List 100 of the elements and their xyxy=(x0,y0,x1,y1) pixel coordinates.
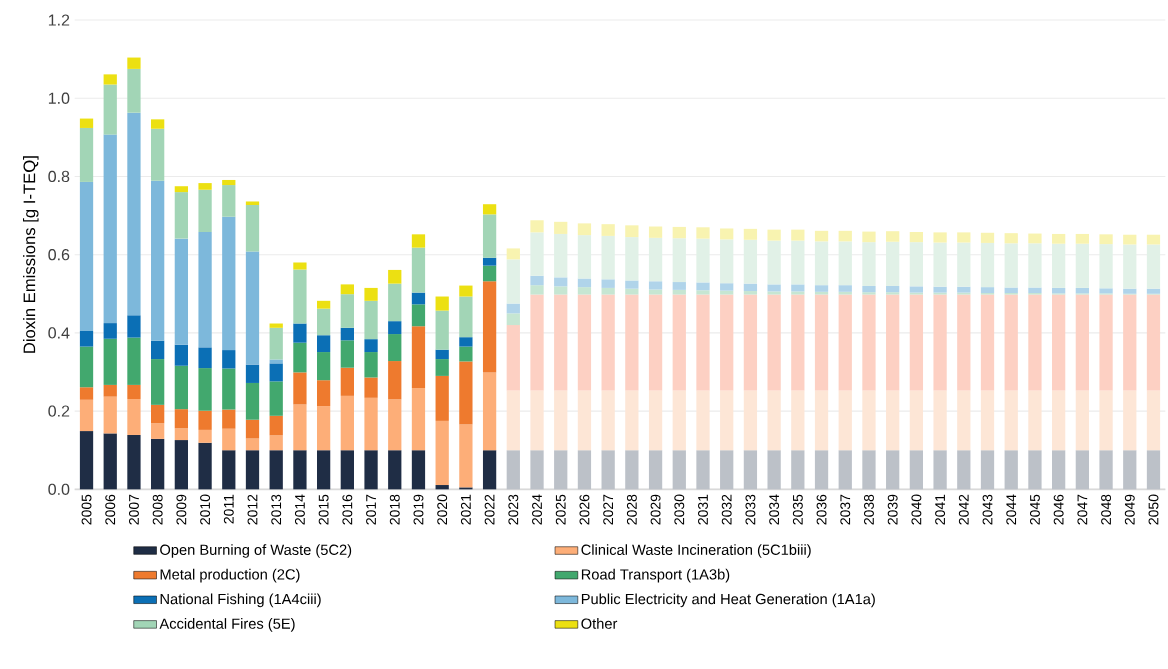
bar xyxy=(293,262,307,270)
bar xyxy=(1123,244,1137,289)
bar xyxy=(411,450,426,490)
bar xyxy=(151,404,165,424)
bar xyxy=(151,423,165,439)
bar xyxy=(625,390,639,451)
bar xyxy=(791,240,805,285)
bar xyxy=(1099,390,1113,451)
bar xyxy=(198,189,212,232)
bar xyxy=(316,380,331,407)
bar xyxy=(743,450,758,490)
x-tick-label: 2017 xyxy=(366,494,377,525)
x-tick-label: 2050 xyxy=(1148,494,1159,525)
bar xyxy=(720,390,734,451)
bar xyxy=(886,241,900,286)
x-tick-label: 2025 xyxy=(555,494,566,525)
bar xyxy=(364,339,378,353)
bar xyxy=(151,359,165,405)
bar xyxy=(791,284,805,292)
bar xyxy=(340,294,354,328)
bar xyxy=(388,321,402,335)
x-tick-label: 2011 xyxy=(223,494,234,524)
bar xyxy=(79,399,94,432)
bar xyxy=(103,323,117,339)
bar xyxy=(814,285,829,292)
bar xyxy=(838,230,852,242)
bar xyxy=(1123,294,1137,391)
bar xyxy=(459,296,473,338)
bar xyxy=(625,450,639,490)
bar xyxy=(79,127,94,182)
x-tick-label: 2015 xyxy=(318,494,329,525)
bar xyxy=(482,372,497,451)
bar xyxy=(1075,233,1089,244)
bar xyxy=(411,304,426,327)
bar xyxy=(957,294,971,391)
bar xyxy=(957,232,971,243)
x-tick-label: 2009 xyxy=(176,494,187,525)
bar xyxy=(530,390,544,451)
bar xyxy=(222,350,236,369)
bar xyxy=(245,438,260,451)
bar xyxy=(222,428,236,451)
bar xyxy=(648,390,663,451)
bar xyxy=(1099,450,1113,490)
x-tick-label: 2033 xyxy=(745,494,756,525)
bar xyxy=(151,128,165,181)
bar xyxy=(743,390,758,451)
bar xyxy=(648,226,663,238)
bar xyxy=(127,112,141,316)
bar xyxy=(767,284,781,292)
bar xyxy=(577,235,592,279)
x-tick-label: 2027 xyxy=(603,494,614,525)
bar xyxy=(554,286,568,295)
bar xyxy=(720,283,734,291)
bar xyxy=(364,450,378,490)
bar xyxy=(174,344,189,366)
bar xyxy=(103,384,117,397)
bar xyxy=(411,388,426,451)
bar xyxy=(743,283,758,292)
x-tick-label: 2037 xyxy=(840,494,851,525)
x-tick-label: 2042 xyxy=(958,494,969,525)
bar xyxy=(577,278,592,288)
bar xyxy=(1052,294,1066,391)
bar xyxy=(530,285,544,295)
bar xyxy=(459,285,473,297)
bar xyxy=(127,398,141,435)
x-tick-label: 2020 xyxy=(437,494,448,525)
bar xyxy=(198,410,212,430)
x-tick-label: 2012 xyxy=(247,494,258,525)
bar xyxy=(293,404,307,451)
bar xyxy=(245,251,260,365)
x-tick-label: 2032 xyxy=(721,494,732,525)
bar xyxy=(411,292,426,305)
bar xyxy=(672,282,686,290)
bar xyxy=(151,180,165,341)
x-tick-label: 2022 xyxy=(484,494,495,525)
bar xyxy=(364,287,378,301)
bar xyxy=(862,390,876,451)
bar xyxy=(886,285,900,293)
bar xyxy=(1146,390,1161,451)
bar xyxy=(601,450,615,490)
bar xyxy=(482,281,497,373)
bar xyxy=(577,390,592,451)
bar xyxy=(127,434,141,490)
bar xyxy=(79,431,94,490)
bar xyxy=(482,450,497,490)
bar xyxy=(482,265,497,282)
bar xyxy=(577,287,592,295)
bar xyxy=(506,303,520,314)
bar xyxy=(506,248,520,260)
bar xyxy=(340,340,354,368)
bar xyxy=(672,238,686,283)
bar xyxy=(316,300,331,309)
bar xyxy=(791,229,805,241)
bar xyxy=(174,192,189,239)
bar xyxy=(316,308,331,336)
y-tick-label: 0.0 xyxy=(48,483,70,495)
legend-label: Metal production (2C) xyxy=(160,568,300,583)
bar xyxy=(1075,243,1089,288)
bar xyxy=(672,289,686,295)
y-tick-label: 0.2 xyxy=(48,405,70,417)
